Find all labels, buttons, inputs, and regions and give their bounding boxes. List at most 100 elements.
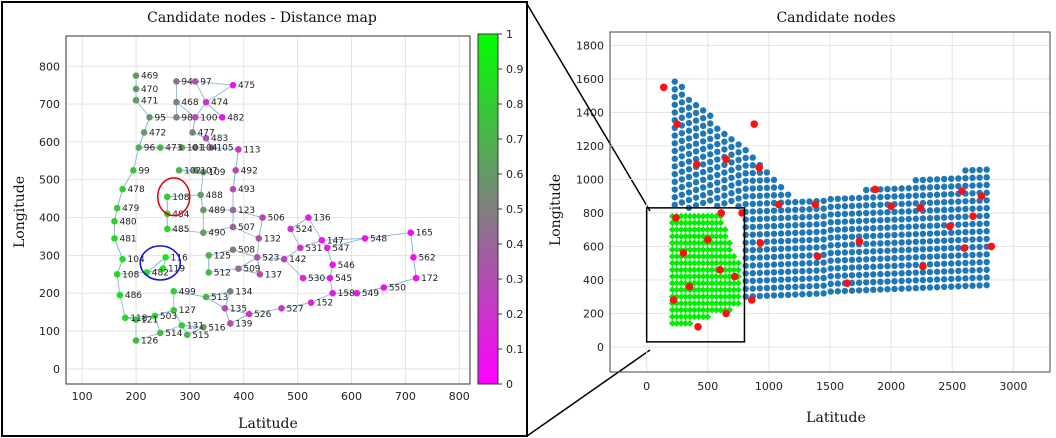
candidate-node — [756, 215, 764, 223]
candidate-node — [841, 264, 849, 272]
zoom-node — [704, 313, 712, 321]
graph-node — [226, 288, 234, 295]
candidate-node — [976, 259, 983, 266]
zoom-node — [686, 293, 694, 301]
candidate-node — [905, 262, 912, 269]
left-y-tick-label: 0 — [53, 363, 60, 376]
zoom-node — [734, 279, 742, 287]
candidate-node — [785, 276, 792, 283]
candidate-node — [806, 236, 813, 244]
candidate-node — [749, 246, 756, 254]
candidate-node — [862, 225, 870, 232]
candidate-node — [735, 164, 742, 171]
candidate-node — [877, 263, 884, 270]
candidate-node — [983, 212, 990, 220]
left-x-tick-label: 800 — [449, 390, 470, 403]
zoom-node — [673, 286, 681, 294]
selected-node — [692, 160, 701, 169]
node-label: 100 — [200, 113, 217, 123]
graph-node — [159, 265, 167, 272]
candidate-node — [933, 245, 941, 252]
left-gridlines — [66, 36, 470, 384]
candidate-node — [707, 112, 714, 119]
graph-node — [111, 218, 118, 225]
candidate-node — [926, 222, 934, 230]
zoom-node — [690, 266, 698, 274]
graph-node — [235, 265, 242, 272]
graph-edge — [238, 256, 258, 270]
graph-node — [307, 299, 315, 306]
candidate-node — [785, 268, 792, 275]
candidate-node — [799, 229, 806, 236]
right-x-axis-label: Latitude — [806, 410, 866, 426]
left-y-ticks: 0 100 200 300 400 500 600 700 800 — [39, 60, 60, 376]
zoom-node — [699, 286, 707, 294]
candidate-node — [948, 229, 955, 236]
graph-node — [162, 253, 169, 261]
candidate-node — [735, 195, 742, 202]
candidate-node — [728, 143, 735, 151]
zoom-node — [695, 279, 703, 287]
candidate-node — [785, 222, 792, 229]
candidate-node — [763, 192, 771, 199]
zoom-node — [708, 273, 716, 281]
candidate-node — [855, 217, 863, 225]
candidate-node — [820, 205, 827, 212]
graph-edge — [410, 232, 414, 258]
left-y-tick-label: 600 — [39, 136, 60, 149]
graph-node — [116, 291, 124, 299]
candidate-node — [785, 199, 792, 206]
zoom-node — [668, 273, 676, 281]
candidate-node — [749, 208, 756, 215]
candidate-node — [685, 96, 693, 104]
node-label: 481 — [119, 234, 136, 244]
candidate-node — [891, 185, 898, 192]
graph-edge — [179, 169, 204, 173]
zoom-node — [704, 219, 712, 227]
candidate-node — [855, 225, 863, 232]
candidate-node — [785, 237, 792, 245]
candidate-node — [841, 249, 849, 256]
candidate-node — [749, 154, 756, 161]
candidate-node — [848, 248, 856, 256]
node-label: 469 — [141, 72, 158, 82]
node-label: 482 — [227, 113, 244, 123]
node-label: 524 — [296, 225, 313, 235]
zoom-node — [712, 293, 720, 301]
zoom-node — [668, 259, 676, 267]
candidate-node — [671, 186, 678, 193]
candidate-node — [678, 91, 686, 98]
graph-node — [173, 78, 180, 85]
node-label: 526 — [254, 310, 271, 320]
candidate-node — [685, 166, 693, 173]
candidate-node — [855, 287, 863, 294]
candidate-node — [770, 269, 778, 276]
selected-node — [703, 235, 712, 244]
candidate-node — [735, 156, 742, 164]
right-x-ticks: 0 500 1000 1500 2000 2500 3000 — [643, 380, 1027, 393]
candidate-node — [884, 232, 891, 239]
candidate-node — [955, 244, 962, 252]
candidate-node — [792, 252, 799, 260]
selected-node — [722, 309, 730, 318]
zoom-node — [699, 306, 707, 314]
graph-edge — [283, 258, 304, 279]
candidate-node — [763, 269, 771, 276]
graph-node — [229, 185, 237, 193]
candidate-node — [870, 232, 877, 240]
candidate-node — [685, 104, 693, 111]
candidate-node — [933, 222, 941, 229]
zoom-node — [690, 246, 698, 254]
zoom-node — [690, 226, 698, 234]
zoom-node — [677, 259, 685, 267]
zoom-node — [695, 273, 703, 281]
candidate-node — [763, 292, 771, 299]
candidate-node — [983, 228, 990, 235]
graph-node — [132, 72, 140, 80]
zoom-node — [677, 273, 685, 281]
node-label: 127 — [179, 306, 196, 316]
graph-node — [170, 288, 178, 295]
graph-node — [202, 293, 210, 301]
candidate-node — [969, 190, 976, 197]
candidate-node — [728, 159, 735, 166]
